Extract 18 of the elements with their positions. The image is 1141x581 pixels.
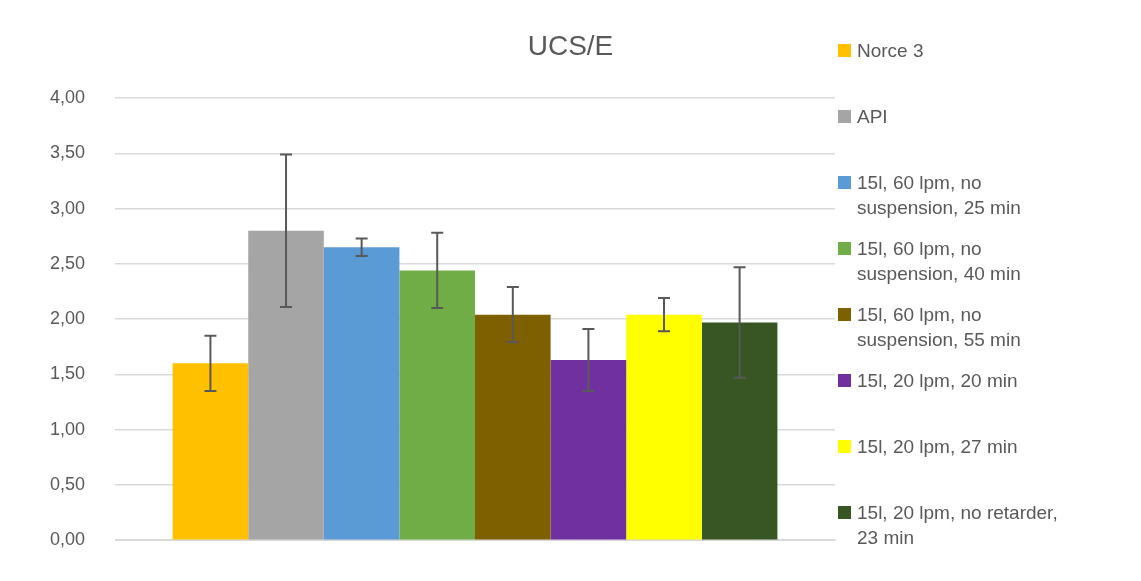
y-tick-label: 0,50 bbox=[49, 473, 86, 494]
legend-label: API bbox=[857, 105, 889, 129]
legend-label: Norce 3 bbox=[857, 39, 925, 63]
y-tick-label: 4,00 bbox=[49, 86, 86, 107]
y-tick-label: 2,00 bbox=[49, 308, 86, 329]
chart-title: UCS/E bbox=[527, 30, 614, 61]
legend-label: 15l, 60 lpm, no suspension, 40 min bbox=[857, 237, 1022, 286]
y-tick-label: 1,50 bbox=[49, 363, 86, 384]
y-tick-label: 3,50 bbox=[49, 142, 86, 163]
y-tick-label: 3,00 bbox=[49, 197, 86, 218]
legend-label: 15l, 20 lpm, 27 min bbox=[857, 435, 1019, 459]
y-tick-label: 0,00 bbox=[49, 529, 86, 550]
legend-label: 15l, 20 lpm, 20 min bbox=[857, 369, 1019, 393]
legend-label: 15l, 60 lpm, no suspension, 55 min bbox=[857, 303, 1022, 352]
y-tick-label: 2,50 bbox=[49, 252, 86, 273]
legend-label: 15l, 20 lpm, no retarder, 23 min bbox=[857, 501, 1059, 550]
y-tick-label: 1,00 bbox=[49, 418, 86, 439]
legend-label: 15l, 60 lpm, no suspension, 25 min bbox=[857, 171, 1022, 220]
